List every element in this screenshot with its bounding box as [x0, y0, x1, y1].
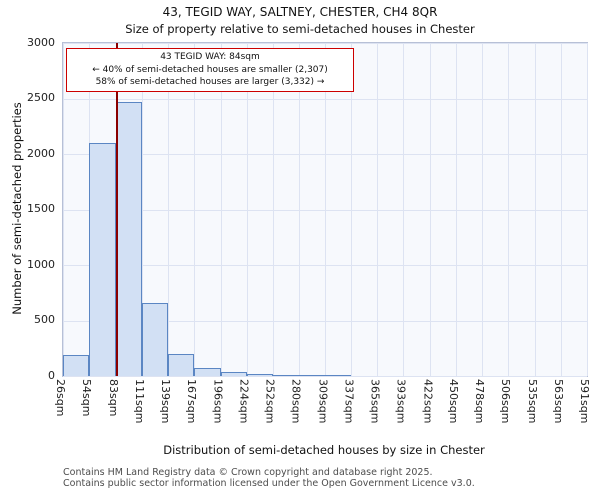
h-gridline — [63, 265, 587, 266]
y-tick-label: 0 — [48, 368, 55, 382]
h-gridline — [63, 320, 587, 322]
histogram-bar — [246, 373, 273, 376]
x-tick-label: 563sqm — [552, 379, 566, 424]
x-tick-label: 83sqm — [106, 379, 120, 417]
histogram-bar — [167, 353, 194, 376]
v-gridline — [456, 43, 458, 376]
v-gridline — [403, 43, 405, 376]
property-size-marker-line — [115, 43, 118, 376]
histogram-bar — [220, 372, 247, 376]
x-tick-label: 139sqm — [158, 379, 172, 424]
v-gridline — [351, 43, 353, 376]
v-gridline — [482, 43, 484, 376]
x-tick-label: 478sqm — [473, 379, 487, 424]
v-gridline — [325, 43, 327, 376]
annotation-larger-line: 58% of semi-detached houses are larger (… — [95, 77, 325, 88]
x-tick-label: 224sqm — [237, 379, 251, 424]
annotation-box: 43 TEGID WAY: 84sqm ← 40% of semi-detach… — [66, 48, 354, 92]
x-tick-label: 450sqm — [447, 379, 461, 424]
v-gridline — [535, 43, 537, 376]
h-gridline — [63, 98, 587, 100]
v-gridline — [377, 43, 379, 376]
chart-subtitle: Size of property relative to semi-detach… — [125, 22, 475, 36]
v-gridline — [508, 43, 510, 376]
h-gridline — [63, 376, 587, 377]
x-tick-label: 167sqm — [184, 379, 198, 424]
x-tick-label: 422sqm — [421, 379, 435, 424]
annotation-property-line: 43 TEGID WAY: 84sqm — [160, 52, 260, 62]
histogram-bar — [325, 375, 352, 376]
x-tick-label: 535sqm — [526, 379, 540, 424]
y-tick-label: 3000 — [27, 35, 55, 49]
v-gridline — [430, 43, 432, 376]
histogram-bar — [63, 354, 89, 376]
annotation-smaller-line: ← 40% of semi-detached houses are smalle… — [92, 64, 328, 75]
x-tick-label: 309sqm — [316, 379, 330, 424]
x-tick-label: 506sqm — [499, 379, 513, 424]
histogram-bar — [88, 142, 116, 376]
v-gridline — [587, 43, 588, 376]
histogram-bar — [298, 375, 326, 376]
v-gridline — [561, 43, 563, 376]
x-tick-label: 252sqm — [263, 379, 277, 424]
x-tick-label: 26sqm — [54, 379, 67, 417]
v-gridline — [298, 43, 300, 376]
x-tick-label: 337sqm — [342, 379, 356, 424]
plot-area — [62, 42, 588, 377]
y-tick-label: 1000 — [27, 257, 55, 271]
histogram-bar — [272, 374, 299, 376]
x-tick-label: 393sqm — [394, 379, 408, 424]
x-tick-label: 111sqm — [132, 379, 146, 424]
v-gridline — [141, 43, 143, 376]
v-gridline — [63, 43, 64, 376]
histogram-bar — [115, 101, 142, 376]
v-gridline — [220, 43, 222, 376]
v-gridline — [246, 43, 248, 376]
h-gridline — [63, 154, 587, 155]
x-tick-label: 591sqm — [578, 379, 591, 424]
chart-title: 43, TEGID WAY, SALTNEY, CHESTER, CH4 8QR — [162, 5, 438, 19]
x-tick-label: 196sqm — [211, 379, 225, 424]
footer-attribution-line1: Contains HM Land Registry data © Crown c… — [63, 467, 433, 478]
histogram-bar — [193, 368, 221, 376]
y-tick-label: 1500 — [27, 202, 55, 215]
histogram-bar — [141, 302, 168, 376]
y-tick-label: 2500 — [27, 91, 55, 104]
x-tick-label: 365sqm — [368, 379, 382, 424]
y-tick-label: 2000 — [27, 146, 55, 160]
h-gridline — [63, 209, 587, 211]
v-gridline — [167, 43, 169, 376]
x-axis-label: Distribution of semi-detached houses by … — [163, 443, 485, 457]
x-tick-label: 54sqm — [79, 379, 93, 417]
footer-attribution-line2: Contains public sector information licen… — [63, 478, 475, 489]
v-gridline — [272, 43, 274, 376]
y-tick-label: 500 — [34, 313, 55, 326]
v-gridline — [193, 43, 195, 376]
h-gridline — [63, 43, 587, 44]
x-tick-label: 280sqm — [289, 379, 303, 424]
